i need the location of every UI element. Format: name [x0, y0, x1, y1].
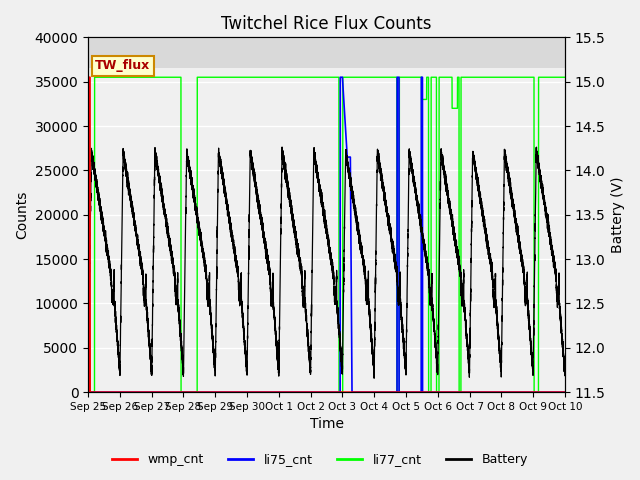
Legend: wmp_cnt, li75_cnt, li77_cnt, Battery: wmp_cnt, li75_cnt, li77_cnt, Battery [107, 448, 533, 471]
Y-axis label: Counts: Counts [15, 191, 29, 239]
Y-axis label: Battery (V): Battery (V) [611, 177, 625, 253]
Text: TW_flux: TW_flux [95, 59, 150, 72]
Bar [88, 37, 565, 68]
Title: Twitchel Rice Flux Counts: Twitchel Rice Flux Counts [221, 15, 432, 33]
X-axis label: Time: Time [310, 418, 344, 432]
